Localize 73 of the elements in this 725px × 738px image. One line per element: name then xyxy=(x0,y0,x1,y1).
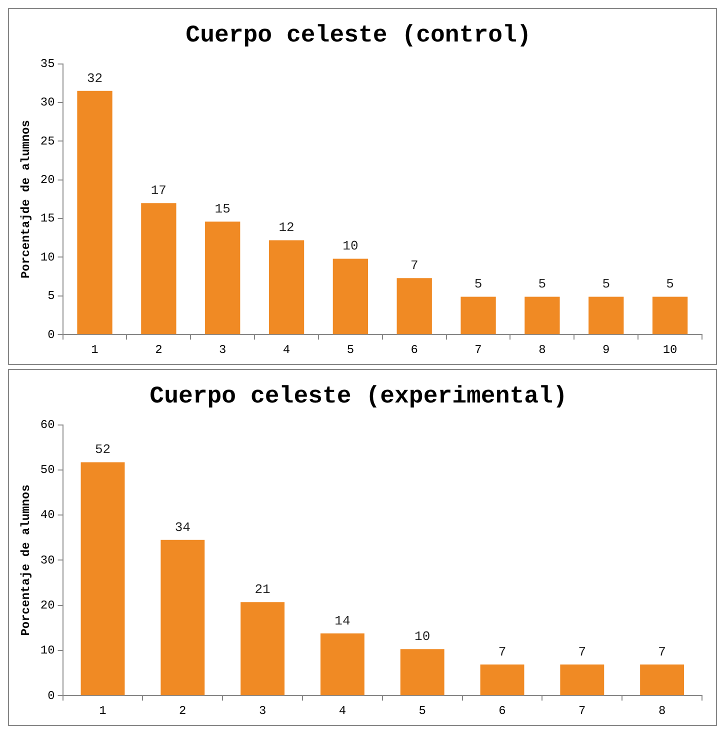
y-tick-label: 15 xyxy=(40,212,55,226)
y-tick-label: 0 xyxy=(48,328,55,342)
x-tick-label: 9 xyxy=(602,342,610,357)
bar xyxy=(524,296,560,334)
data-label: 34 xyxy=(174,520,191,535)
data-label: 5 xyxy=(474,276,482,292)
y-tick-label: 20 xyxy=(40,173,55,188)
x-tick-label: 7 xyxy=(578,704,586,718)
bar xyxy=(80,462,125,696)
y-tick-label: 5 xyxy=(48,289,55,304)
y-tick-label: 30 xyxy=(40,96,55,110)
x-tick-label: 8 xyxy=(658,704,666,718)
x-tick-label: 5 xyxy=(346,342,354,357)
chart-title: Cuerpo celeste (experimental) xyxy=(150,383,568,410)
x-tick-label: 6 xyxy=(498,704,506,718)
bar xyxy=(588,296,624,334)
x-tick-label: 4 xyxy=(282,342,290,357)
y-tick-label: 60 xyxy=(40,418,55,432)
x-tick-label: 6 xyxy=(410,342,418,357)
data-label: 5 xyxy=(666,276,674,292)
x-tick-label: 3 xyxy=(219,342,226,357)
y-axis-title: Porcentajde de alumnos xyxy=(19,120,34,278)
x-tick-label: 5 xyxy=(418,704,426,718)
chart-title: Cuerpo celeste (control) xyxy=(186,22,532,50)
y-axis-title: Porcentaje de alumnos xyxy=(19,484,34,636)
data-label: 10 xyxy=(414,629,430,644)
y-tick-label: 40 xyxy=(40,508,55,522)
data-label: 5 xyxy=(538,276,546,292)
data-label: 10 xyxy=(342,238,358,254)
y-tick-label: 35 xyxy=(40,56,55,71)
bar xyxy=(160,540,205,696)
bar xyxy=(480,664,524,696)
data-label: 21 xyxy=(254,582,271,598)
x-tick-label: 2 xyxy=(179,704,186,718)
y-tick-label: 50 xyxy=(40,463,55,478)
bar xyxy=(141,203,176,334)
bar xyxy=(320,633,364,696)
data-label: 7 xyxy=(410,258,418,274)
y-tick-label: 30 xyxy=(40,553,55,568)
bar xyxy=(640,664,684,696)
bar xyxy=(77,90,112,334)
bar xyxy=(268,240,304,334)
bar xyxy=(400,649,444,696)
y-tick-label: 10 xyxy=(40,644,55,658)
data-label: 17 xyxy=(150,183,166,198)
x-tick-label: 1 xyxy=(91,342,98,357)
y-tick-label: 0 xyxy=(48,688,55,703)
bar xyxy=(396,278,432,334)
y-tick-label: 10 xyxy=(40,250,55,264)
data-label: 32 xyxy=(86,70,103,86)
bar xyxy=(240,602,285,696)
data-label: 14 xyxy=(334,613,350,628)
data-label: 5 xyxy=(602,276,610,292)
data-label: 52 xyxy=(94,442,111,458)
x-tick-label: 8 xyxy=(538,342,546,357)
bar xyxy=(332,258,368,334)
x-tick-label: 10 xyxy=(662,342,678,357)
x-tick-label: 3 xyxy=(258,704,266,718)
data-label: 7 xyxy=(498,644,506,660)
bar xyxy=(560,664,604,696)
x-tick-label: 2 xyxy=(155,342,162,357)
x-tick-label: 1 xyxy=(99,704,106,718)
y-tick-label: 20 xyxy=(40,598,55,613)
bar xyxy=(652,296,688,334)
bar xyxy=(205,222,240,334)
y-tick-label: 25 xyxy=(40,134,55,148)
data-label: 7 xyxy=(578,644,586,660)
data-label: 12 xyxy=(278,220,294,236)
x-tick-label: 4 xyxy=(338,704,346,718)
data-label: 7 xyxy=(658,644,666,660)
bar xyxy=(460,296,496,334)
data-label: 15 xyxy=(214,202,230,217)
x-tick-label: 7 xyxy=(474,342,482,357)
